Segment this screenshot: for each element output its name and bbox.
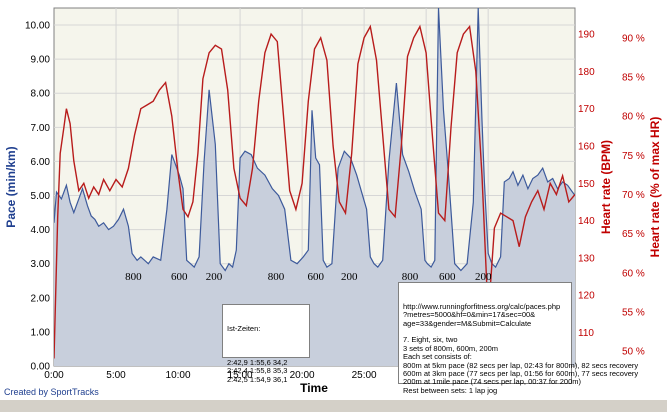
credit-text: Created by SportTracks xyxy=(4,387,99,397)
y-pct-tick-label: 80 % xyxy=(622,112,645,123)
x-tick-label: 20:00 xyxy=(290,370,315,381)
interval-label: 200 xyxy=(206,271,223,283)
split-times-box: Ist-Zeiten: 2:42,9 1:55,6 34,2 2:42,4 1:… xyxy=(222,304,310,384)
interval-label: 800 xyxy=(268,271,285,283)
x-axis-title: Time xyxy=(300,381,328,395)
y-pct-tick-label: 70 % xyxy=(622,190,645,201)
y-left-tick-label: 9.00 xyxy=(31,55,51,66)
y-left-ticks: 0.00 1.00 2.00 3.00 4.00 5.00 6.00 7.00 8.00 9.00… xyxy=(25,21,50,373)
y-hr-axis-title: Heart rate (BPM) xyxy=(599,140,613,234)
info-box: http://www.runningforfitness.org/calc/pa… xyxy=(398,282,638,395)
y-hr-tick-label: 190 xyxy=(578,30,595,41)
pace-area xyxy=(54,8,575,366)
split-times-title: Ist-Zeiten: xyxy=(227,323,261,333)
y-pct-tick-label: 85 % xyxy=(622,72,645,83)
y-pct-tick-label: 90 % xyxy=(622,33,645,44)
y-pct-tick-label: 50 % xyxy=(622,347,645,358)
y-left-tick-label: 2.00 xyxy=(31,293,51,304)
interval-labels: 800 600 200 800 600 200 800 600 200 xyxy=(125,271,492,283)
y-hr-ticks: 110 120 130 140 150 160 170 180 190 xyxy=(578,30,595,339)
y-left-axis-title: Pace (min/km) xyxy=(4,146,18,227)
y-pct-tick-label: 65 % xyxy=(622,229,645,240)
y-pct-tick-label: 75 % xyxy=(622,151,645,162)
interval-label: 800 xyxy=(125,271,142,283)
y-pct-axis-title: Heart rate (% of max HR) xyxy=(648,117,662,258)
y-left-tick-label: 4.00 xyxy=(31,225,51,236)
interval-label: 600 xyxy=(171,271,188,283)
y-left-tick-label: 5.00 xyxy=(31,191,51,202)
y-pct-ticks: 50 % 55 % 60 % 65 % 70 % 75 % 80 % 85 % 90 % xyxy=(622,33,645,357)
chart-frame: 800 600 200 800 600 200 800 600 200 0:00 5:00 10:0… xyxy=(0,0,667,400)
y-hr-tick-label: 110 xyxy=(578,328,594,339)
pace-line xyxy=(54,8,575,272)
y-left-tick-label: 8.00 xyxy=(31,89,51,100)
info-box-text: http://www.runningforfitness.org/calc/pa… xyxy=(403,301,639,395)
interval-label: 600 xyxy=(307,271,324,283)
y-hr-tick-label: 150 xyxy=(578,179,595,190)
y-left-tick-label: 3.00 xyxy=(31,259,51,270)
y-hr-tick-label: 160 xyxy=(578,141,595,152)
y-left-tick-label: 7.00 xyxy=(31,123,51,134)
x-tick-label: 10:00 xyxy=(166,370,191,381)
y-left-tick-label: 10.00 xyxy=(25,21,50,32)
split-times-body: 2:42,9 1:55,6 34,2 2:42,4 1:55,8 35,3 2:… xyxy=(227,358,288,384)
y-pct-tick-label: 55 % xyxy=(622,307,645,318)
y-pct-tick-label: 60 % xyxy=(622,268,645,279)
interval-label: 200 xyxy=(341,271,358,283)
interval-label: 200 xyxy=(475,271,492,283)
x-tick-label: 15:00 xyxy=(228,370,253,381)
x-tick-label: 25:00 xyxy=(352,370,377,381)
interval-label: 800 xyxy=(402,271,419,283)
y-hr-tick-label: 130 xyxy=(578,253,595,264)
heart-rate-line xyxy=(54,24,575,359)
interval-label: 600 xyxy=(439,271,456,283)
y-left-tick-label: 0.00 xyxy=(31,362,51,373)
y-hr-tick-label: 120 xyxy=(578,291,595,302)
y-hr-tick-label: 180 xyxy=(578,67,595,78)
y-hr-tick-label: 170 xyxy=(578,104,595,115)
chart: 800 600 200 800 600 200 800 600 200 0:00 5:00 10:0… xyxy=(4,7,662,395)
x-tick-label: 0:00 xyxy=(44,370,64,381)
x-tick-label: 5:00 xyxy=(106,370,126,381)
y-left-tick-label: 1.00 xyxy=(31,327,51,338)
series-layer xyxy=(54,8,575,366)
y-left-tick-label: 6.00 xyxy=(31,157,51,168)
y-hr-tick-label: 140 xyxy=(578,216,595,227)
